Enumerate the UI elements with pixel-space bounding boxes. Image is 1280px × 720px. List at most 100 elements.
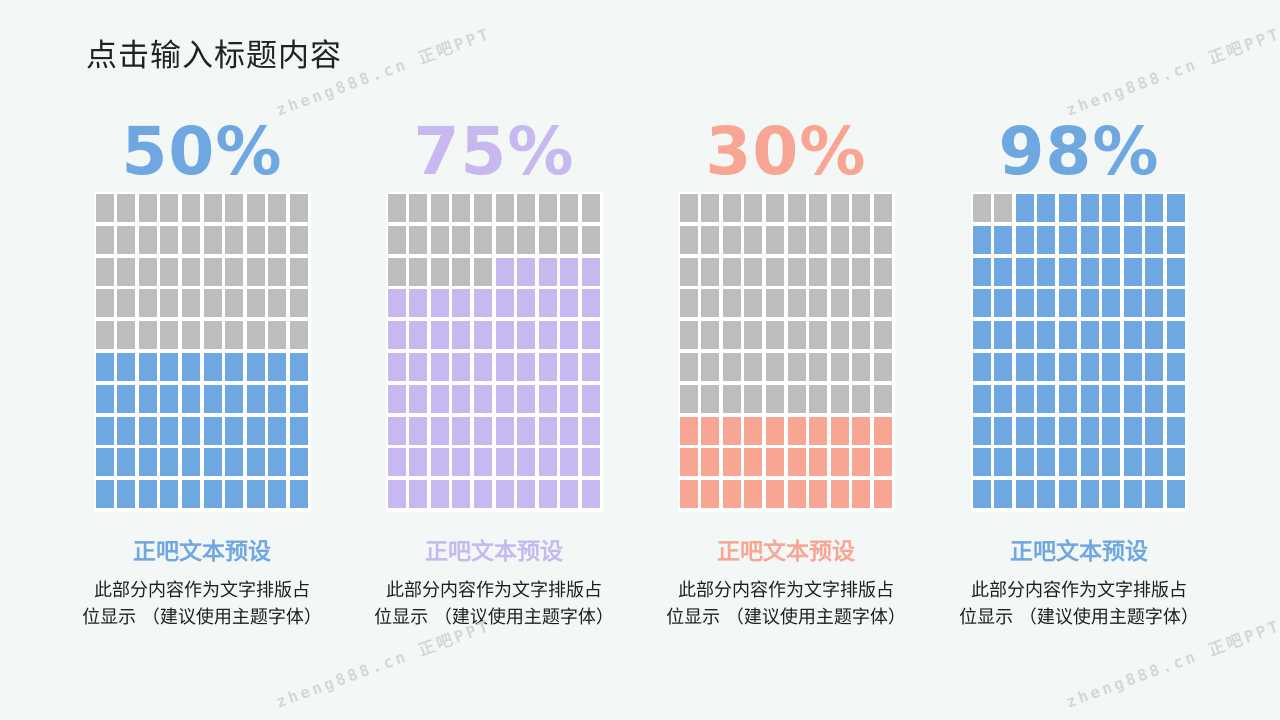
waffle-cell-filled (1058, 353, 1077, 381)
waffle-cell-empty (722, 289, 741, 318)
waffle-cell-filled (1015, 353, 1034, 381)
description-line: 此部分内容作为文字排版占 (94, 580, 310, 601)
waffle-cell-empty (473, 225, 492, 254)
waffle-cell-filled (560, 321, 579, 350)
waffle-cell-empty (852, 194, 871, 222)
waffle-cell-filled (994, 257, 1013, 286)
waffle-cell-empty (765, 225, 784, 254)
waffle-cell-empty (765, 194, 784, 222)
waffle-cell-empty (809, 257, 828, 286)
waffle-cell-filled (701, 480, 720, 509)
waffle-cell-empty (722, 194, 741, 222)
waffle-cell-filled (160, 480, 179, 509)
waffle-cell-empty (95, 321, 114, 350)
waffle-cell-empty (852, 353, 871, 381)
waffle-cell-filled (1145, 416, 1164, 445)
percent-value: 75% (413, 113, 575, 190)
waffle-cell-filled (1145, 257, 1164, 286)
waffle-cell-filled (452, 321, 471, 350)
waffle-cell-filled (517, 353, 536, 381)
percent-value: 30% (705, 113, 867, 190)
waffle-cell-filled (181, 448, 200, 477)
waffle-cell-filled (1145, 321, 1164, 350)
waffle-cell-filled (203, 448, 222, 477)
waffle-cell-filled (852, 480, 871, 509)
waffle-cell-filled (268, 384, 287, 413)
waffle-cell-filled (722, 448, 741, 477)
waffle-cell-empty (117, 321, 136, 350)
waffle-cell-filled (830, 416, 849, 445)
waffle-cell-filled (972, 353, 991, 381)
waffle-cell-filled (1080, 384, 1099, 413)
waffle-cell-filled (1080, 194, 1099, 222)
waffle-cell-filled (289, 448, 308, 477)
waffle-cell-filled (289, 384, 308, 413)
waffle-cell-filled (1080, 257, 1099, 286)
waffle-cell-filled (994, 289, 1013, 318)
waffle-cell-filled (1015, 194, 1034, 222)
waffle-cell-empty (95, 225, 114, 254)
waffle-cell-empty (701, 257, 720, 286)
waffle-cell-empty (830, 194, 849, 222)
waffle-cell-filled (1080, 321, 1099, 350)
waffle-cell-filled (409, 448, 428, 477)
waffle-cell-filled (972, 448, 991, 477)
waffle-cell-empty (722, 257, 741, 286)
waffle-cell-empty (679, 353, 698, 381)
waffle-cell-empty (452, 257, 471, 286)
waffle-cell-empty (289, 321, 308, 350)
waffle-cell-filled (1102, 384, 1121, 413)
waffle-cell-filled (581, 353, 600, 381)
waffle-cell-filled (744, 416, 763, 445)
waffle-cell-filled (538, 289, 557, 318)
waffle-cell-filled (679, 480, 698, 509)
waffle-cell-empty (387, 257, 406, 286)
waffle-cell-empty (95, 194, 114, 222)
waffle-cell-filled (744, 448, 763, 477)
waffle-cell-filled (225, 416, 244, 445)
waffle-cell-filled (1037, 480, 1056, 509)
waffle-cell-filled (289, 480, 308, 509)
waffle-cell-filled (972, 321, 991, 350)
waffle-cell-empty (560, 225, 579, 254)
waffle-cell-filled (809, 480, 828, 509)
waffle-cell-empty (246, 289, 265, 318)
waffle-cell-filled (138, 480, 157, 509)
waffle-cell-empty (160, 289, 179, 318)
waffle-cell-empty (117, 257, 136, 286)
waffle-cell-empty (225, 321, 244, 350)
waffle-cell-filled (1166, 225, 1185, 254)
waffle-cell-filled (452, 480, 471, 509)
description-line: 此部分内容作为文字排版占 (678, 580, 894, 601)
waffle-cell-filled (1037, 257, 1056, 286)
waffle-cell-filled (1080, 353, 1099, 381)
waffle-cell-empty (430, 194, 449, 222)
waffle-cell-empty (581, 225, 600, 254)
waffle-cell-filled (852, 448, 871, 477)
waffle-cell-empty (160, 321, 179, 350)
waffle-cell-filled (581, 416, 600, 445)
waffle-cell-empty (722, 384, 741, 413)
waffle-cell-filled (873, 416, 892, 445)
waffle-cell-filled (972, 416, 991, 445)
waffle-cell-filled (994, 321, 1013, 350)
percent-value: 50% (121, 113, 283, 190)
waffle-cell-empty (495, 225, 514, 254)
waffle-cell-filled (95, 416, 114, 445)
waffle-cell-empty (138, 225, 157, 254)
waffle-cell-filled (268, 416, 287, 445)
waffle-cell-filled (495, 353, 514, 381)
waffle-cell-filled (203, 353, 222, 381)
waffle-cell-empty (873, 257, 892, 286)
waffle-cell-filled (1037, 321, 1056, 350)
waffle-cell-filled (873, 448, 892, 477)
waffle-cell-filled (1015, 416, 1034, 445)
waffle-cell-filled (852, 416, 871, 445)
waffle-cell-empty (495, 194, 514, 222)
waffle-cell-filled (538, 353, 557, 381)
waffle-cell-empty (117, 289, 136, 318)
waffle-cell-empty (473, 257, 492, 286)
waffle-cell-empty (289, 257, 308, 286)
waffle-cell-filled (117, 353, 136, 381)
waffle-cell-filled (830, 480, 849, 509)
